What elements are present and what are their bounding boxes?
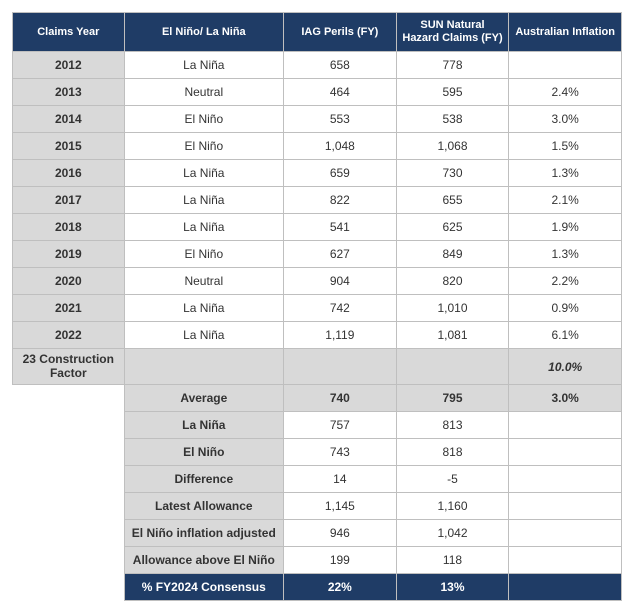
cell-infl: 2.2% [509, 268, 622, 295]
construction-value: 10.0% [509, 349, 622, 384]
cell-nino: La Niña [124, 295, 283, 322]
cell-infl: 6.1% [509, 322, 622, 349]
table-row: 2012La Niña658778 [13, 52, 622, 79]
cell-year: 2018 [13, 214, 125, 241]
cell-sun: 655 [396, 187, 509, 214]
avg-infl: 3.0% [509, 384, 622, 411]
cell-nino: El Niño [124, 133, 283, 160]
col-nino: El Niño/ La Niña [124, 13, 283, 52]
summary-la-nina: La Niña 757 813 [13, 411, 622, 438]
table-row: 2021La Niña7421,0100.9% [13, 295, 622, 322]
table-row: 2016La Niña6597301.3% [13, 160, 622, 187]
cell-iag: 464 [284, 79, 397, 106]
cell-sun: 849 [396, 241, 509, 268]
cell-iag: 541 [284, 214, 397, 241]
summary-latest-allowance: Latest Allowance 1,145 1,160 [13, 492, 622, 519]
cell-infl: 1.3% [509, 160, 622, 187]
cell-iag: 658 [284, 52, 397, 79]
cell-sun: 1,010 [396, 295, 509, 322]
col-iag: IAG Perils (FY) [284, 13, 397, 52]
cell-nino: El Niño [124, 241, 283, 268]
col-inflation: Australian Inflation [509, 13, 622, 52]
cell-nino: Neutral [124, 268, 283, 295]
cell-iag: 742 [284, 295, 397, 322]
cell-iag: 1,119 [284, 322, 397, 349]
cell-infl: 1.5% [509, 133, 622, 160]
cell-iag: 822 [284, 187, 397, 214]
table-row: 2013Neutral4645952.4% [13, 79, 622, 106]
col-claims-year: Claims Year [13, 13, 125, 52]
cell-iag: 904 [284, 268, 397, 295]
construction-label: 23 Construction Factor [13, 349, 125, 384]
cell-year: 2016 [13, 160, 125, 187]
perils-table: Claims Year El Niño/ La Niña IAG Perils … [12, 12, 622, 601]
col-sun: SUN Natural Hazard Claims (FY) [396, 13, 509, 52]
cell-infl: 2.4% [509, 79, 622, 106]
cell-iag: 627 [284, 241, 397, 268]
table-row: 2017La Niña8226552.1% [13, 187, 622, 214]
summary-average: Average 740 795 3.0% [13, 384, 622, 411]
cell-iag: 1,048 [284, 133, 397, 160]
table-row: 2020Neutral9048202.2% [13, 268, 622, 295]
cell-year: 2014 [13, 106, 125, 133]
table-row: 2022La Niña1,1191,0816.1% [13, 322, 622, 349]
cell-sun: 538 [396, 106, 509, 133]
cell-infl [509, 52, 622, 79]
cell-nino: La Niña [124, 160, 283, 187]
table-row: 2019El Niño6278491.3% [13, 241, 622, 268]
cell-year: 2019 [13, 241, 125, 268]
cell-nino: La Niña [124, 52, 283, 79]
summary-el-nino-adjusted: El Niño inflation adjusted 946 1,042 [13, 519, 622, 546]
summary-consensus: % FY2024 Consensus 22% 13% [13, 573, 622, 600]
summary-difference: Difference 14 -5 [13, 465, 622, 492]
cell-iag: 553 [284, 106, 397, 133]
cell-sun: 1,068 [396, 133, 509, 160]
cell-sun: 820 [396, 268, 509, 295]
avg-sun: 795 [396, 384, 509, 411]
cell-sun: 625 [396, 214, 509, 241]
cell-infl: 1.3% [509, 241, 622, 268]
cell-sun: 730 [396, 160, 509, 187]
header-row: Claims Year El Niño/ La Niña IAG Perils … [13, 13, 622, 52]
summary-allowance-above: Allowance above El Niño 199 118 [13, 546, 622, 573]
cell-year: 2013 [13, 79, 125, 106]
cell-year: 2012 [13, 52, 125, 79]
table-row: 2018La Niña5416251.9% [13, 214, 622, 241]
cell-year: 2021 [13, 295, 125, 322]
avg-iag: 740 [284, 384, 397, 411]
summary-el-nino: El Niño 743 818 [13, 438, 622, 465]
cell-sun: 595 [396, 79, 509, 106]
avg-label: Average [124, 384, 283, 411]
cell-nino: La Niña [124, 322, 283, 349]
cell-nino: La Niña [124, 214, 283, 241]
cell-year: 2017 [13, 187, 125, 214]
cell-infl: 0.9% [509, 295, 622, 322]
cell-nino: Neutral [124, 79, 283, 106]
cell-infl: 2.1% [509, 187, 622, 214]
construction-row: 23 Construction Factor 10.0% [13, 349, 622, 384]
cell-year: 2015 [13, 133, 125, 160]
table-row: 2014El Niño5535383.0% [13, 106, 622, 133]
cell-iag: 659 [284, 160, 397, 187]
cell-nino: El Niño [124, 106, 283, 133]
cell-nino: La Niña [124, 187, 283, 214]
cell-sun: 778 [396, 52, 509, 79]
cell-year: 2020 [13, 268, 125, 295]
cell-year: 2022 [13, 322, 125, 349]
cell-infl: 3.0% [509, 106, 622, 133]
cell-sun: 1,081 [396, 322, 509, 349]
cell-infl: 1.9% [509, 214, 622, 241]
table-row: 2015El Niño1,0481,0681.5% [13, 133, 622, 160]
